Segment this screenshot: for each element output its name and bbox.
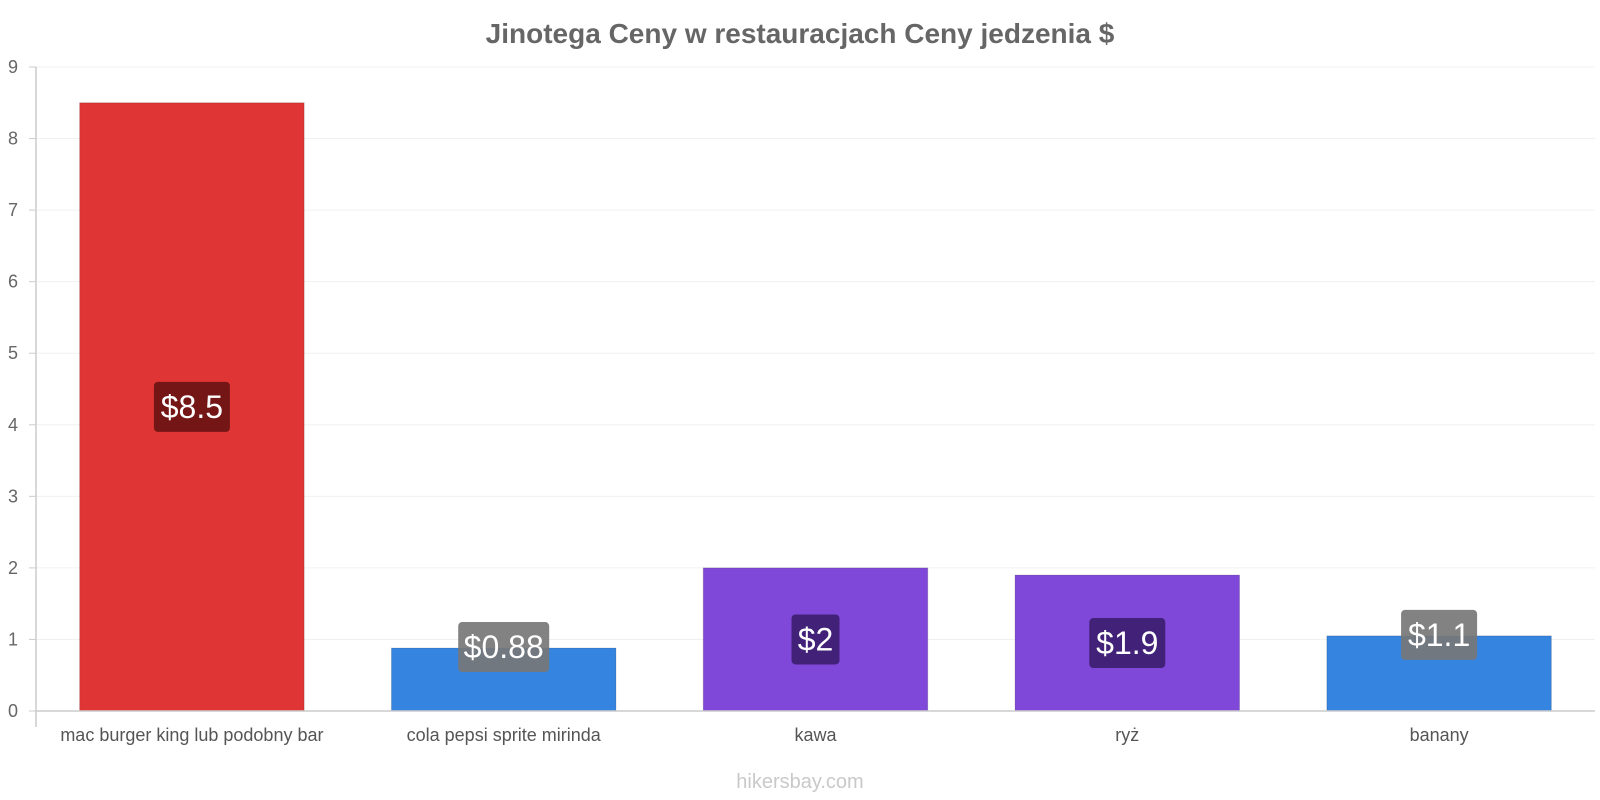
value-label-box: [458, 622, 550, 673]
y-axis: 0 1 2 3 4 5 6 7 8 9: [8, 57, 37, 727]
value-label-box: [1089, 618, 1166, 669]
x-tick-label: ryż: [1115, 725, 1139, 745]
y-tick-label: 4: [8, 415, 18, 435]
y-tick-label: 7: [8, 200, 18, 220]
value-label-box: [153, 381, 230, 432]
value-label-box: [791, 614, 840, 665]
value-label: $8.5: [153, 381, 230, 432]
value-label: $1.9: [1089, 618, 1166, 669]
y-tick-label: 5: [8, 343, 18, 363]
y-tick-label: 6: [8, 272, 18, 292]
bars: $8.5 $0.88 $2 $1.9 $1.1: [79, 102, 1552, 712]
value-label-text: $2: [798, 621, 834, 657]
value-label: $0.88: [458, 622, 550, 673]
y-tick-label: 8: [8, 129, 18, 149]
x-tick-label: kawa: [794, 725, 837, 745]
y-tick-label: 3: [8, 486, 18, 506]
y-tick-label: 2: [8, 558, 18, 578]
x-tick-label: cola pepsi sprite mirinda: [407, 725, 602, 745]
x-tick-label: mac burger king lub podobny bar: [60, 725, 323, 745]
x-axis: mac burger king lub podobny bar cola peps…: [36, 710, 1595, 745]
value-label: $1.1: [1401, 609, 1478, 660]
chart-title: Jinotega Ceny w restauracjach Ceny jedze…: [486, 18, 1115, 49]
value-label-box: [1401, 609, 1478, 660]
y-tick-label: 9: [8, 57, 18, 77]
watermark: hikersbay.com: [736, 771, 863, 793]
y-tick-label: 0: [8, 701, 18, 721]
value-label-text: $0.88: [464, 629, 544, 665]
value-label: $2: [791, 614, 840, 665]
value-label-text: $1.9: [1096, 625, 1158, 661]
value-label-text: $8.5: [161, 389, 223, 425]
x-tick-label: banany: [1410, 725, 1469, 745]
y-tick-label: 1: [8, 629, 18, 649]
value-label-text: $1.1: [1408, 617, 1470, 653]
